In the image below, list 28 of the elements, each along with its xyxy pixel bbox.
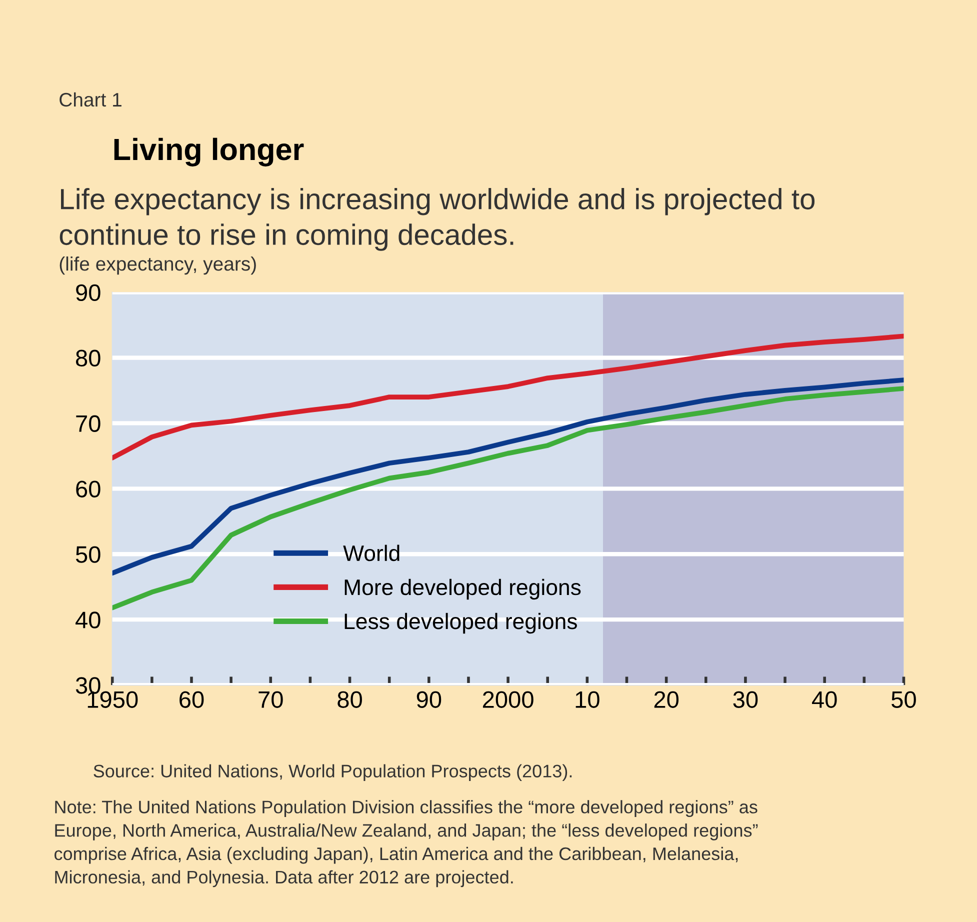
y-tick-label: 90 <box>76 284 100 302</box>
x-tick-label: 80 <box>338 691 362 708</box>
y-tick-label: 50 <box>76 546 100 563</box>
y-tick-label: 60 <box>76 480 100 498</box>
x-tick-label: 70 <box>258 691 283 708</box>
x-tick-label: 60 <box>180 691 204 708</box>
y-tick-label: 40 <box>76 612 100 628</box>
x-tick-label: 20 <box>654 691 679 708</box>
x-tick-label: 2000 <box>482 691 534 708</box>
legend-label: Less developed regions <box>344 612 577 634</box>
x-tick-label: 90 <box>416 691 442 708</box>
line-series <box>112 378 904 576</box>
x-tick-label: 50 <box>892 691 916 708</box>
y-tick-label: 80 <box>76 350 100 367</box>
text: Note: The United Nations Population Division classifies the “more developed regions” as Europe, North America, Australia/New Zealand, and Japan; the “less developed regions” comprise Africa, Asia (excluding Japan), Latin America and the Caribbean, Melanesia, Micronesia, and Polynesia. Data after 2012 are projected. <box>54 800 758 888</box>
y-tick-label: 70 <box>76 415 100 432</box>
x-tick-label: 40 <box>812 691 837 708</box>
caption: Chart 1 <box>60 92 122 107</box>
source-note: Source: United Nations, World Population Prospects (2013). <box>94 764 572 782</box>
line-series <box>112 334 904 460</box>
chart-title: Living longer <box>114 138 304 166</box>
line-series <box>112 386 904 610</box>
x-tick-label: 30 <box>733 691 758 708</box>
x-tick-label: 10 <box>576 691 600 708</box>
y-axis-title: (life expectancy, years) <box>60 256 256 275</box>
legend-label: More developed regions <box>344 578 581 600</box>
legend-label: World <box>343 544 400 562</box>
chart-subtitle: Life expectancy is increasing worldwide and is projected to continue to rise in coming decades. <box>60 188 815 251</box>
